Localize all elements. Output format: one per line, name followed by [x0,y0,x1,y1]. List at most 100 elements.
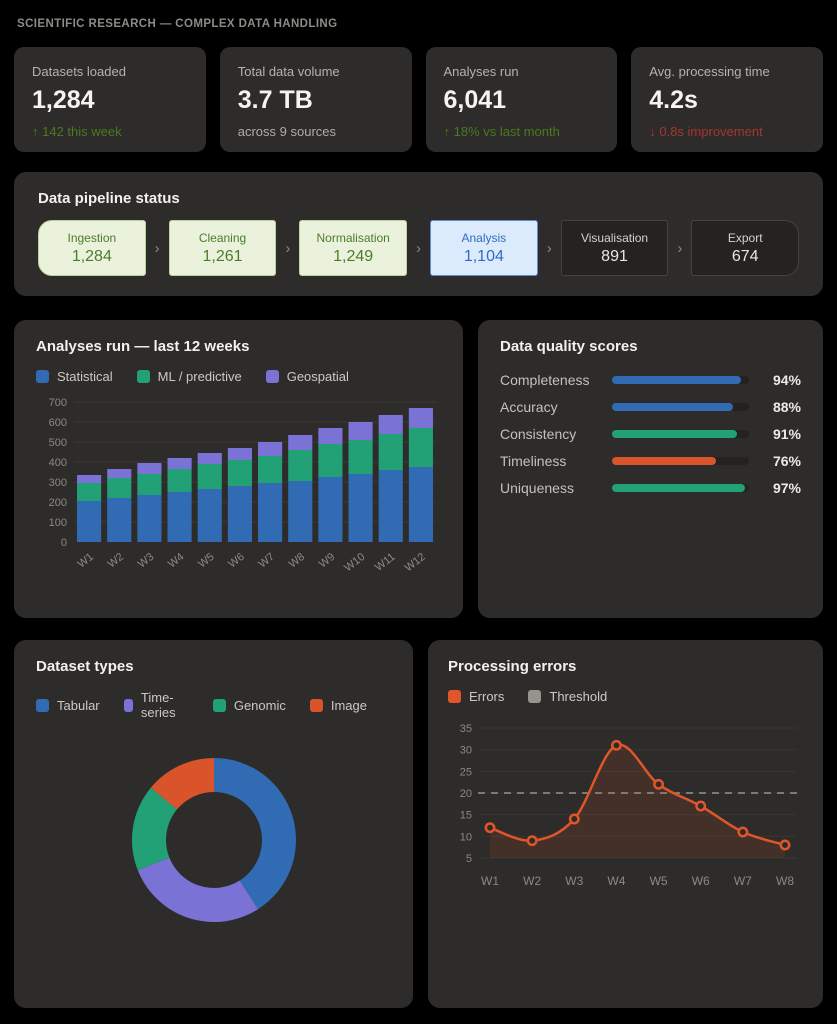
bar-segment[interactable] [227,448,252,460]
legend-item[interactable]: Statistical [36,369,113,384]
bar-segment[interactable] [107,498,132,542]
donut-slice[interactable] [137,857,258,922]
y-axis-tick: 400 [49,457,67,469]
legend-item[interactable]: ML / predictive [136,369,242,384]
legend-item[interactable]: Tabular [36,698,100,713]
pipeline-stage-normalisation[interactable]: Normalisation 1,249 [299,220,408,276]
x-axis-label: W6 [692,874,710,888]
bar-segment[interactable] [227,486,252,542]
x-axis-label: W5 [196,551,216,571]
legend-item[interactable]: Image [309,698,367,713]
donut-slice[interactable] [150,758,214,810]
bar-segment[interactable] [348,422,373,440]
bar-segment[interactable] [137,463,162,474]
x-axis-label: W4 [607,874,625,888]
legend-label: Errors [469,689,505,704]
legend-item[interactable]: Geospatial [265,369,349,384]
y-axis-tick: 5 [466,853,472,865]
bar-segment[interactable] [408,467,433,542]
bar-segment[interactable] [318,444,343,477]
bar-segment[interactable] [318,477,343,542]
pipeline-stage-export[interactable]: Export 674 [691,220,800,276]
bar-segment[interactable] [318,428,343,444]
stage-label: Cleaning [198,230,247,245]
bar-segment[interactable] [408,408,433,428]
bar-segment[interactable] [288,481,313,542]
legend-item[interactable]: Genomic [212,698,286,713]
data-point-marker[interactable] [526,835,538,847]
donut-slice[interactable] [213,758,296,910]
quality-row-accuracy: Accuracy 88% [500,399,801,415]
bar-segment[interactable] [197,489,222,542]
bar-segment[interactable] [378,470,403,542]
page-title: SCIENTIFIC RESEARCH — COMPLEX DATA HANDL… [17,18,338,30]
quality-bar-track [612,376,749,384]
x-axis-label: W9 [317,551,337,571]
bar-segment[interactable] [258,483,283,542]
bar-segment[interactable] [167,492,192,542]
bar-segment[interactable] [77,483,102,501]
kpi-value: 6,041 [443,86,507,114]
dataset-types-donut-chart[interactable] [110,736,318,944]
legend-item[interactable]: Errors [448,689,504,704]
quality-label: Timeliness [500,453,567,469]
y-axis-tick: 0 [61,537,67,549]
y-axis-tick: 35 [460,723,472,735]
quality-row-timeliness: Timeliness 76% [500,453,801,469]
kpi-label: Datasets loaded [32,64,126,79]
stage-value: 1,284 [71,247,112,265]
kpi-delta: ↑ 18% vs last month [443,124,560,139]
bar-segment[interactable] [348,440,373,474]
bar-segment[interactable] [288,450,313,481]
quality-panel: Data quality scores Completeness 94% Acc… [478,320,823,618]
pipeline-stage-visualisation[interactable]: Visualisation 891 [560,220,669,276]
quality-percent: 88% [772,399,801,415]
data-point-marker[interactable] [737,826,749,838]
x-axis-label: W1 [76,551,96,571]
bar-segment[interactable] [348,474,373,542]
data-point-marker[interactable] [610,739,622,751]
analyses-stacked-bar-chart[interactable]: 0 100 200 300 400 500 600 700 W1 W2 W3 W4 W5 W6 W7 W8 W9… [36,392,441,584]
kpi-label: Total data volume [237,64,340,79]
data-point-marker[interactable] [484,822,496,834]
bar-segment[interactable] [258,456,283,483]
y-axis-tick: 30 [460,745,472,757]
bar-segment[interactable] [77,501,102,542]
errors-line [489,743,786,847]
bar-segment[interactable] [197,464,222,489]
data-point-marker[interactable] [779,839,791,851]
processing-errors-line-chart[interactable]: 5 10 15 20 25 30 35 W1 W2 W3 W4 W5 W6 W7 W8 [448,716,803,896]
bar-segment[interactable] [167,469,192,492]
bar-segment[interactable] [378,415,403,434]
pipeline-stage-analysis[interactable]: Analysis 1,104 [430,220,538,276]
bar-segment[interactable] [288,435,313,450]
data-point-marker[interactable] [568,813,580,825]
bar-segment[interactable] [378,434,403,470]
pipeline-title: Data pipeline status [38,190,180,207]
legend-item[interactable]: Time-series [123,690,189,720]
kpi-label: Avg. processing time [649,64,770,79]
bar-segment[interactable] [137,474,162,495]
donut-slice[interactable] [131,787,177,871]
bar-segment[interactable] [258,442,283,456]
x-axis-label: W6 [226,551,246,571]
pipeline-stage-ingestion[interactable]: Ingestion 1,284 [38,220,146,276]
bar-segment[interactable] [167,458,192,469]
bar-segment[interactable] [227,460,252,486]
x-axis-label: W10 [342,551,367,574]
x-axis-label: W7 [257,551,277,571]
bar-segment[interactable] [77,475,102,483]
legend-item[interactable]: Threshold [528,689,607,704]
bar-segment[interactable] [107,478,132,498]
bar-segment[interactable] [408,428,433,467]
pipeline-stages: Ingestion 1,284 › Cleaning 1,261 › Norma… [38,220,800,276]
pipeline-panel: Data pipeline status Ingestion 1,284 › C… [14,172,823,296]
data-point-marker[interactable] [653,778,665,790]
x-axis-label: W8 [776,874,794,888]
bar-segment[interactable] [107,469,132,478]
data-point-marker[interactable] [695,800,707,812]
bar-segment[interactable] [137,495,162,542]
bar-segment[interactable] [197,453,222,464]
pipeline-stage-cleaning[interactable]: Cleaning 1,261 [168,220,277,276]
legend-label: ML / predictive [157,369,242,384]
